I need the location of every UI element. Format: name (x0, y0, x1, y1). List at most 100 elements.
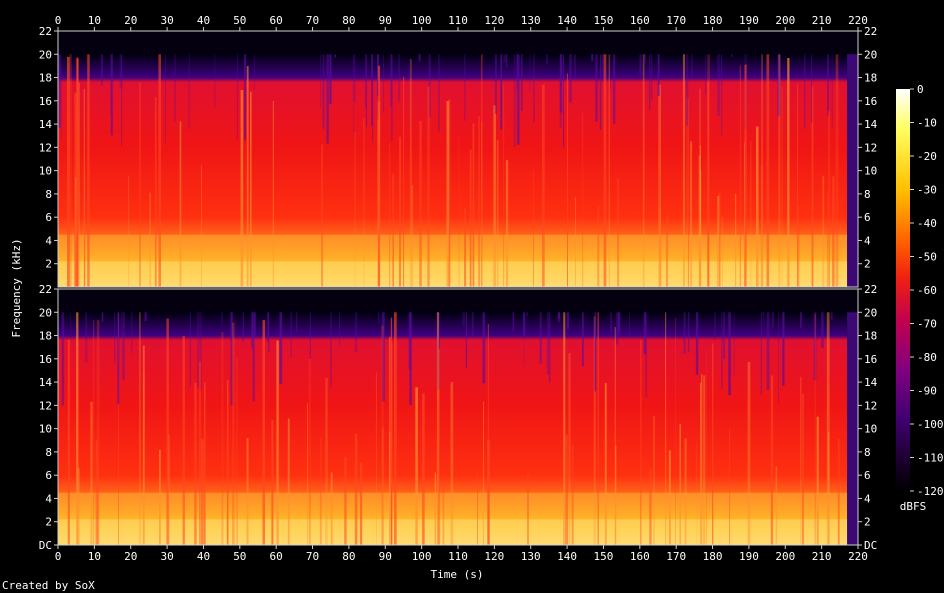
x-tick-label-bottom: 200 (775, 550, 795, 563)
x-tick-label-bottom: 20 (124, 550, 137, 563)
spectral-streak (653, 416, 655, 545)
spectral-streak (563, 312, 566, 545)
spectral-streak (242, 312, 244, 343)
spectral-streak (199, 312, 202, 391)
y-tick-label-right: 20 (864, 306, 877, 319)
spectral-streak (613, 54, 616, 124)
spectral-streak (816, 416, 819, 545)
spectral-streak (377, 312, 380, 323)
spectral-streak (559, 54, 563, 113)
y-tick-label-left: 14 (39, 376, 53, 389)
spectral-streak (469, 149, 472, 287)
spectral-streak (500, 54, 503, 130)
spectral-streak (559, 54, 562, 128)
spectral-streak (330, 312, 332, 387)
spectral-streak (569, 54, 572, 103)
spectral-streak (814, 314, 816, 545)
spectral-streak (409, 59, 412, 287)
spectral-streak (735, 193, 737, 287)
spectral-streak (87, 54, 90, 287)
y-tick-label-right: DC (864, 539, 877, 552)
x-axis-bottom: 0 10 20 30 40 50 60 70 80 90 100 110 120 130 140 150 160… (55, 545, 868, 563)
spectral-streak (682, 54, 685, 287)
spectral-streak (114, 312, 116, 363)
spectral-streak (645, 312, 648, 398)
spectral-streak (505, 160, 509, 287)
spectral-streak (67, 56, 70, 288)
x-tick-label-bottom: 120 (484, 550, 504, 563)
spectral-streak (478, 116, 480, 287)
spectral-streak (96, 320, 100, 545)
colorbar-tick-label: -80 (917, 351, 937, 364)
spectral-streak (640, 339, 642, 545)
spectral-streak (787, 58, 790, 287)
spectral-streak (608, 54, 610, 287)
spectral-streak (403, 76, 405, 287)
spectral-streak (800, 377, 802, 545)
spectral-streak (778, 54, 781, 287)
spectral-streak (174, 54, 176, 122)
x-tick-label-top: 220 (848, 14, 868, 27)
spectral-streak (308, 358, 311, 545)
spectral-streak (747, 362, 751, 545)
spectral-streak (381, 325, 384, 545)
spectral-streak (643, 312, 647, 355)
spectral-streak (236, 357, 238, 545)
spectral-streak (811, 86, 814, 288)
spectral-streak (615, 445, 617, 545)
spectral-streak (448, 99, 451, 288)
spectral-streak (750, 141, 752, 287)
spectral-streak (650, 54, 653, 101)
x-tick-label-top: 50 (233, 14, 246, 27)
spectral-streak (101, 312, 104, 322)
spectral-streak (539, 312, 542, 364)
spectral-streak (712, 343, 714, 545)
colorbar-tick-label: -70 (917, 318, 937, 331)
spectral-streak (597, 206, 600, 287)
spectral-streak (568, 353, 571, 545)
spectral-streak (251, 312, 253, 349)
y-tick-label-left: 16 (39, 95, 52, 108)
spectral-streak (76, 312, 79, 545)
x-tick-label-top: 110 (448, 14, 468, 27)
spectral-streak (658, 84, 661, 287)
spectral-streak (375, 372, 377, 545)
spectral-streak (494, 54, 497, 114)
spectral-streak (831, 54, 833, 128)
spectral-streak (698, 155, 701, 287)
spectral-streak (110, 54, 113, 136)
spectral-streak (84, 170, 86, 287)
x-tick-label-bottom: 110 (448, 550, 468, 563)
spectral-streak (659, 210, 662, 287)
spectral-streak (95, 439, 98, 545)
x-tick-label-bottom: 0 (55, 550, 62, 563)
spectral-streak (246, 438, 249, 545)
spectral-streak (465, 312, 467, 368)
spectral-streak (221, 332, 224, 545)
spectral-streak (221, 312, 223, 327)
spectral-streak (826, 194, 828, 287)
spectral-streak (366, 54, 367, 127)
spectral-streak (58, 54, 61, 128)
spectral-streak (481, 121, 483, 288)
spectral-streak (117, 312, 120, 405)
spectral-streak (687, 312, 690, 353)
spectral-streak (329, 54, 332, 105)
spectral-streak (505, 54, 508, 68)
spectral-streak (392, 173, 394, 287)
y-axis-left: 2 4 6 8 10 12 14 16 18 20 22 DC 2 4 6 8 10 12 14 16 18 20 22 (39, 25, 58, 552)
spectral-streak (797, 84, 799, 288)
spectral-streak (760, 165, 764, 287)
spectral-streak (226, 380, 229, 545)
colorbar-tick-label: -60 (917, 284, 937, 297)
spectral-streak (437, 348, 441, 545)
spectral-streak (571, 444, 574, 545)
x-tick-label-top: 150 (594, 14, 614, 27)
y-tick-label-left: 22 (39, 283, 52, 296)
spectral-streak (61, 312, 65, 406)
spectral-streak (389, 336, 391, 545)
spectral-streak (450, 382, 454, 545)
y-tick-label-left: 8 (45, 188, 52, 201)
y-axis-right: 2 4 6 8 10 12 14 16 18 20 22 DC 2 4 6 8 10 12 14 16 18 20 22 (858, 25, 878, 552)
spectral-streak (61, 54, 62, 139)
